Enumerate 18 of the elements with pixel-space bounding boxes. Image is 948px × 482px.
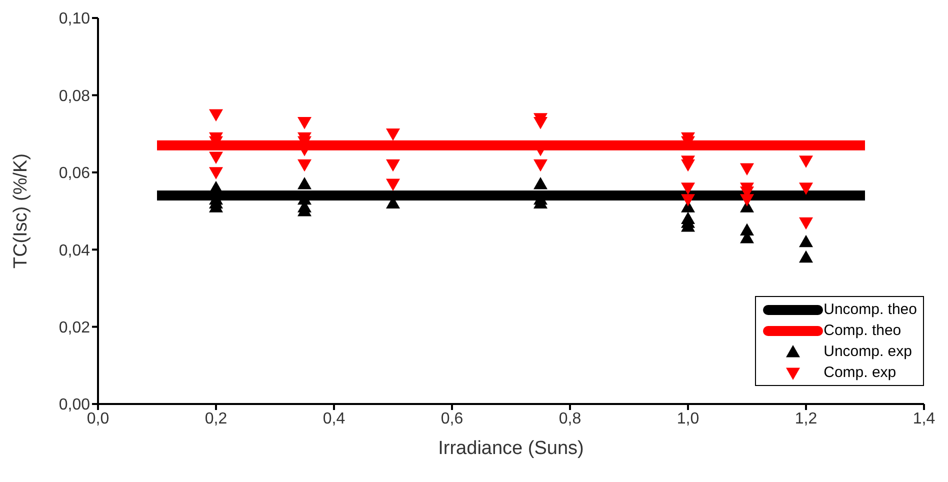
x-tick-label: 0,4	[322, 410, 346, 428]
x-axis-title: Irradiance (Suns)	[438, 438, 584, 459]
y-tick-label: 0,04	[58, 242, 90, 260]
x-tick-label: 0,8	[558, 410, 582, 428]
y-tick-label: 0,02	[58, 319, 90, 336]
x-tick-label: 0,2	[204, 410, 228, 428]
y-tick-label: 0,10	[58, 10, 90, 28]
legend-label: Comp. exp	[824, 364, 896, 381]
y-axis-title: TC(Isc) (%/K)	[10, 153, 32, 269]
legend-label: Uncomp. exp	[824, 343, 912, 360]
x-tick-label: 1,2	[794, 410, 818, 428]
x-tick-label: 1,0	[676, 410, 700, 428]
x-tick-label: 0,6	[440, 410, 464, 428]
y-tick-label: 0,08	[58, 88, 90, 105]
y-tick-label: 0,06	[58, 165, 90, 182]
legend-label: Comp. theo	[824, 322, 902, 339]
legend-label: Uncomp. theo	[824, 301, 917, 318]
x-tick-label: 1,4	[912, 410, 936, 428]
